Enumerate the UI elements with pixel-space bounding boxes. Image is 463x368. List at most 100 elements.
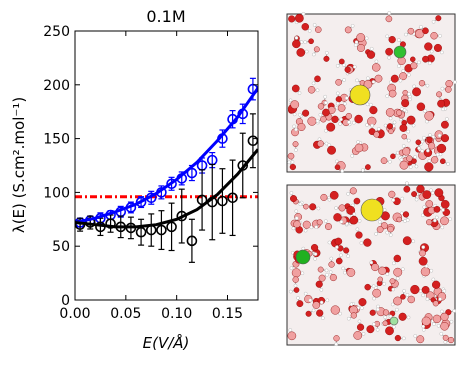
oxygen <box>308 39 313 44</box>
oxygen <box>397 217 402 222</box>
oxygen <box>319 275 326 282</box>
hydrogen <box>289 99 292 102</box>
hydrogen <box>392 288 395 291</box>
hydrogen <box>401 268 404 271</box>
oxygen <box>320 116 326 122</box>
oxygen <box>432 281 440 289</box>
oxygen <box>410 285 419 294</box>
hydrogen <box>388 160 391 163</box>
hydrogen <box>407 130 410 133</box>
oxygen <box>408 28 414 34</box>
hydrogen <box>289 290 292 293</box>
oxygen <box>351 313 357 319</box>
plot-area <box>75 78 258 262</box>
oxygen <box>298 123 306 131</box>
oxygen <box>293 221 300 228</box>
hydrogen <box>438 134 441 137</box>
oxygen <box>448 337 454 343</box>
oxygen <box>389 36 396 43</box>
x-axis-label: E(V/Å) <box>143 333 190 352</box>
hydrogen <box>388 11 391 14</box>
hydrogen <box>443 289 446 292</box>
oxygen <box>354 198 360 204</box>
oxygen <box>365 284 371 290</box>
hydrogen <box>346 255 349 258</box>
hydrogen <box>295 36 298 39</box>
oxygen <box>374 132 380 138</box>
hydrogen <box>320 301 323 304</box>
hydrogen <box>313 23 316 26</box>
hydrogen <box>440 332 443 335</box>
oxygen <box>388 191 395 198</box>
ion <box>394 46 406 58</box>
hydrogen <box>437 324 440 327</box>
hydrogen <box>324 220 327 223</box>
oxygen <box>290 195 297 202</box>
oxygen <box>334 335 340 341</box>
oxygen <box>370 310 376 316</box>
y-axis-label: λ(E) (S.cm².mol⁻¹) <box>10 97 28 233</box>
hydrogen <box>316 119 319 122</box>
hydrogen <box>376 305 379 308</box>
hydrogen <box>422 328 425 331</box>
hydrogen <box>445 117 448 120</box>
hydrogen <box>319 113 322 116</box>
hydrogen <box>353 65 356 68</box>
hydrogen <box>312 53 315 56</box>
oxygen <box>288 332 296 340</box>
hydrogen <box>372 80 375 83</box>
oxygen <box>402 134 407 139</box>
hydrogen <box>325 142 328 145</box>
oxygen <box>419 80 425 86</box>
oxygen <box>424 43 432 51</box>
oxygen <box>347 268 355 276</box>
hydrogen <box>336 92 339 95</box>
ion <box>296 250 310 264</box>
oxygen <box>399 313 407 321</box>
oxygen <box>395 335 401 341</box>
hydrogen <box>395 308 398 311</box>
hydrogen <box>402 69 405 72</box>
oxygen <box>407 116 415 124</box>
oxygen <box>322 109 329 116</box>
hydrogen <box>426 84 429 87</box>
hydrogen <box>353 213 356 216</box>
hydrogen <box>294 284 297 287</box>
hydrogen <box>375 60 378 63</box>
hydrogen <box>407 139 410 142</box>
hydrogen <box>292 125 295 128</box>
oxygen <box>401 99 409 107</box>
hydrogen <box>296 296 299 299</box>
hydrogen <box>384 124 387 127</box>
hydrogen <box>435 216 438 219</box>
oxygen <box>365 164 370 169</box>
hydrogen <box>347 121 350 124</box>
oxygen <box>434 44 442 52</box>
hydrogen <box>432 20 435 23</box>
hydrogen <box>386 35 389 38</box>
hydrogen <box>355 79 358 82</box>
oxygen <box>383 310 389 316</box>
hydrogen <box>335 246 338 249</box>
hydrogen <box>360 241 363 244</box>
oxygen <box>440 322 448 330</box>
x-tick-label: 0.10 <box>161 306 192 322</box>
hydrogen <box>421 149 424 152</box>
oxygen <box>311 244 318 251</box>
oxygen <box>350 216 358 224</box>
hydrogen <box>386 95 389 98</box>
oxygen <box>293 141 298 146</box>
hydrogen <box>304 229 307 232</box>
oxygen <box>356 232 363 239</box>
oxygen <box>411 191 416 196</box>
oxygen <box>330 191 338 199</box>
oxygen <box>302 23 309 30</box>
oxygen <box>331 306 340 315</box>
oxygen <box>378 267 386 275</box>
hydrogen <box>409 165 412 168</box>
oxygen <box>437 144 446 153</box>
hydrogen <box>408 98 411 101</box>
hydrogen <box>372 285 375 288</box>
hydrogen <box>330 257 333 260</box>
oxygen <box>421 267 430 276</box>
